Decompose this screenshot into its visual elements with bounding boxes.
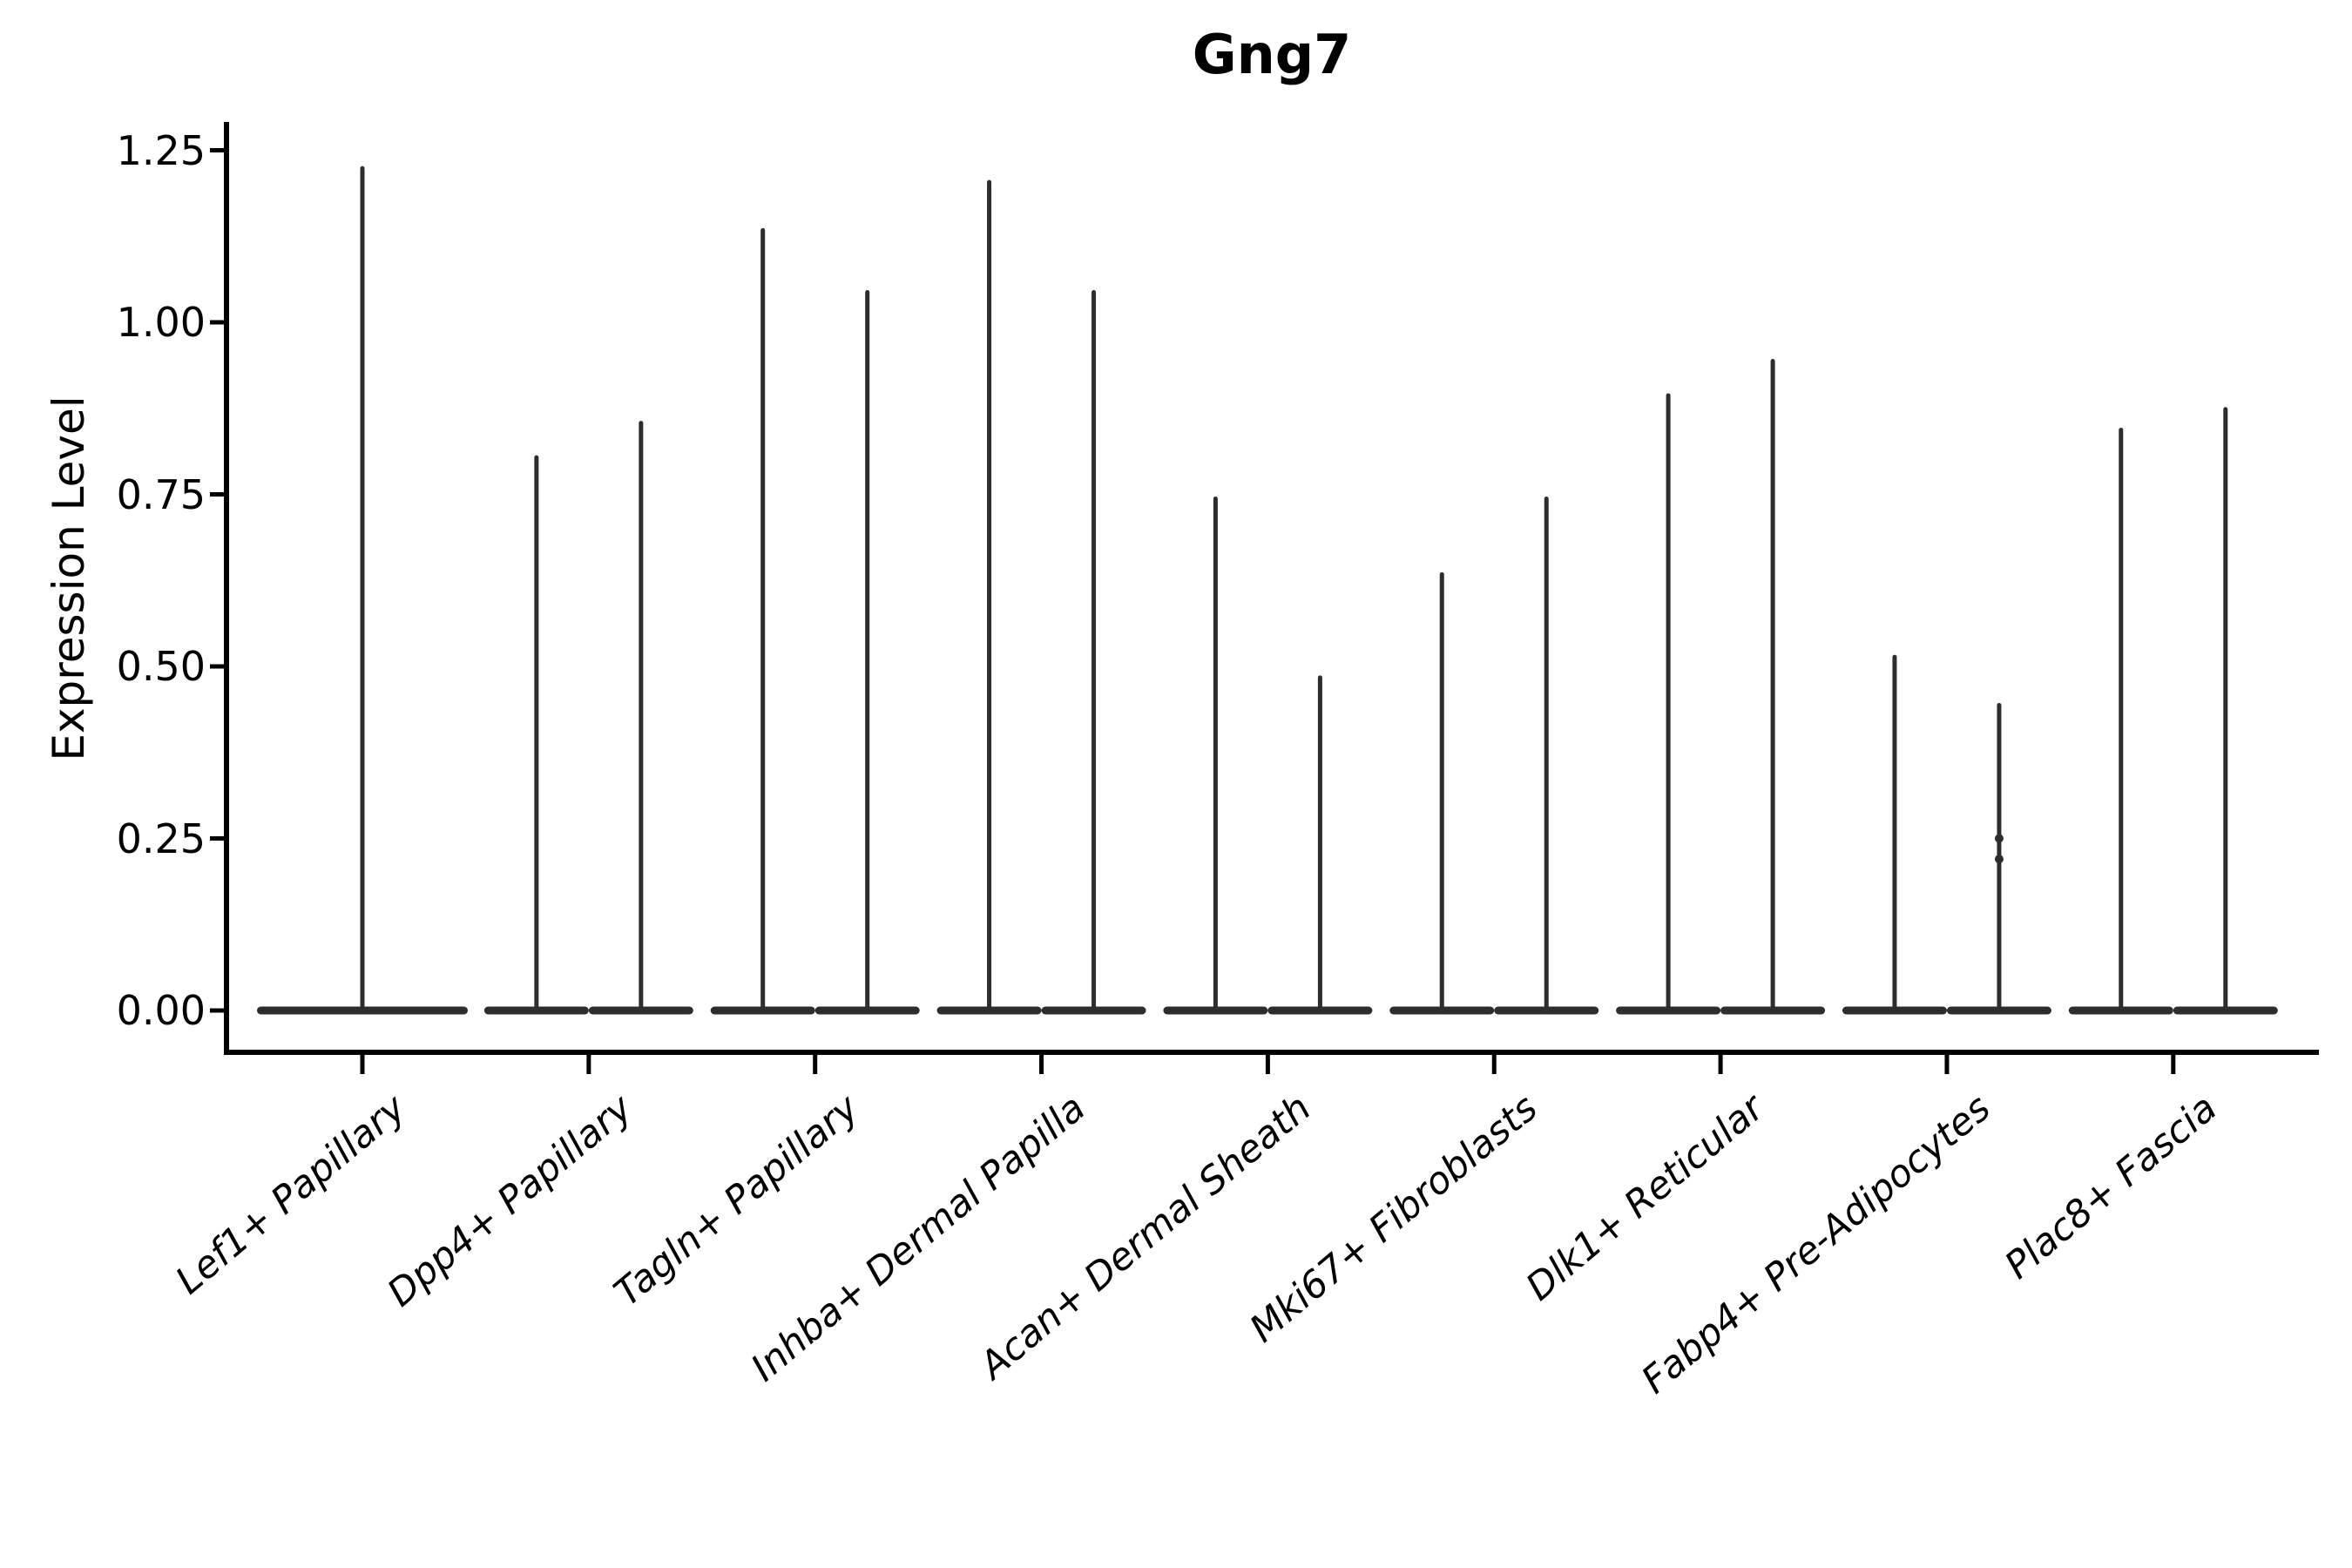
- y-tick-label: 1.00: [116, 299, 206, 346]
- y-tick-label: 0.50: [116, 643, 206, 690]
- jitter-point: [1994, 855, 2004, 864]
- jitter-point: [1994, 834, 2004, 843]
- y-tick-label: 0.00: [116, 987, 206, 1034]
- y-tick-label: 1.25: [116, 126, 206, 174]
- y-tick-label: 0.75: [116, 470, 206, 518]
- y-tick-label: 0.25: [116, 814, 206, 862]
- chart-title: Gng7: [1192, 23, 1352, 86]
